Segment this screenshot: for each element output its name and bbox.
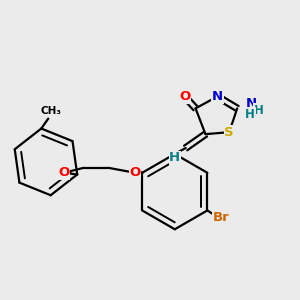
Text: N: N <box>212 90 223 103</box>
Text: H: H <box>254 104 264 117</box>
Text: S: S <box>224 126 234 139</box>
Text: Br: Br <box>213 211 230 224</box>
Text: H: H <box>169 152 180 164</box>
Text: N: N <box>245 97 256 110</box>
Text: H: H <box>245 108 255 121</box>
Text: O: O <box>179 90 190 103</box>
Text: O: O <box>58 166 69 179</box>
Text: CH₃: CH₃ <box>41 106 62 116</box>
Text: O: O <box>130 166 141 179</box>
